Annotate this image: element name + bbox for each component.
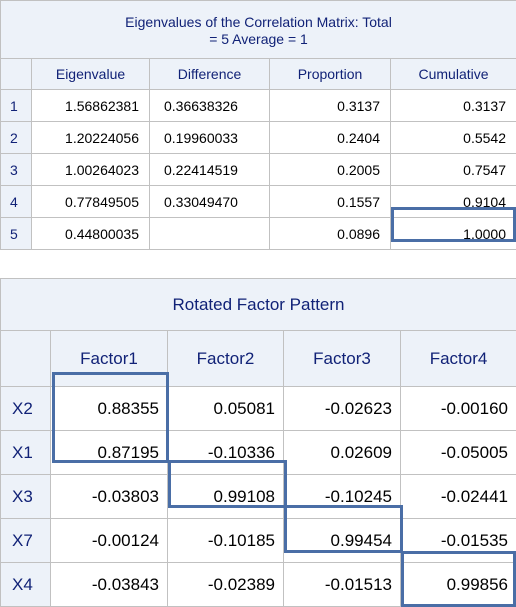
table-row: X1 0.87195 -0.10336 0.02609 -0.05005 — [0, 430, 516, 475]
table-row: 4 0.77849505 0.33049470 0.1557 0.9104 — [0, 185, 516, 218]
loading-cell: -0.02389 — [167, 562, 284, 607]
eigenvalue-cell: 1.56862381 — [31, 89, 150, 122]
loading-cell: 0.05081 — [167, 386, 284, 431]
col-header-eigenvalue: Eigenvalue — [31, 58, 150, 90]
eigenvalue-cell: 0.44800035 — [31, 217, 150, 250]
table-row: X2 0.88355 0.05081 -0.02623 -0.00160 — [0, 386, 516, 431]
variable-label: X3 — [0, 474, 51, 519]
variable-label: X1 — [0, 430, 51, 475]
loading-cell: -0.00160 — [399, 386, 516, 431]
table-row: X4 -0.03843 -0.02389 -0.01513 0.99856 — [0, 562, 516, 607]
cumulative-cell: 1.0000 — [390, 217, 516, 250]
eigenvalue-cell: 1.00264023 — [31, 153, 150, 186]
loading-cell: 0.99108 — [167, 474, 284, 519]
variable-label: X4 — [0, 562, 51, 607]
table-row: 3 1.00264023 0.22414519 0.2005 0.7547 — [0, 153, 516, 186]
loading-cell: -0.03803 — [50, 474, 168, 519]
col-header-factor1: Factor1 — [50, 330, 168, 387]
difference-cell: 0.36638326 — [149, 89, 270, 122]
col-header-proportion: Proportion — [269, 58, 391, 90]
proportion-cell: 0.2404 — [269, 121, 391, 154]
proportion-cell: 0.3137 — [269, 89, 391, 122]
variable-label: X2 — [0, 386, 51, 431]
loading-cell: -0.10245 — [283, 474, 401, 519]
loading-cell: -0.01535 — [399, 518, 516, 563]
eigenvalue-title-line2: = 5 Average = 1 — [209, 30, 308, 47]
loading-cell: -0.10336 — [167, 430, 284, 475]
eigenvalue-title-line1: Eigenvalues of the Correlation Matrix: T… — [125, 13, 392, 30]
table-row: 1 1.56862381 0.36638326 0.3137 0.3137 — [0, 89, 516, 122]
cumulative-cell: 0.3137 — [390, 89, 516, 122]
col-header-difference: Difference — [149, 58, 270, 90]
col-header-factor2: Factor2 — [167, 330, 284, 387]
loading-cell: -0.01513 — [283, 562, 401, 607]
loading-cell: 0.88355 — [50, 386, 168, 431]
difference-cell: 0.33049470 — [149, 185, 270, 218]
loading-cell: 0.87195 — [50, 430, 168, 475]
loading-cell: -0.05005 — [399, 430, 516, 475]
rotated-table-title: Rotated Factor Pattern — [0, 278, 516, 331]
col-header-factor3: Factor3 — [283, 330, 401, 387]
cumulative-cell: 0.5542 — [390, 121, 516, 154]
eigenvalue-cell: 0.77849505 — [31, 185, 150, 218]
col-header-factor4: Factor4 — [399, 330, 516, 387]
cumulative-cell: 0.9104 — [390, 185, 516, 218]
table-row: X3 -0.03803 0.99108 -0.10245 -0.02441 — [0, 474, 516, 519]
row-number: 4 — [0, 185, 32, 218]
loading-cell: 0.99454 — [283, 518, 401, 563]
loading-cell: -0.02623 — [283, 386, 401, 431]
row-number: 2 — [0, 121, 32, 154]
loading-cell: -0.03843 — [50, 562, 168, 607]
difference-cell — [149, 217, 270, 250]
proportion-cell: 0.2005 — [269, 153, 391, 186]
row-number: 3 — [0, 153, 32, 186]
rotated-corner-cell — [0, 330, 51, 387]
difference-cell: 0.19960033 — [149, 121, 270, 154]
row-number: 5 — [0, 217, 32, 250]
eigenvalue-table-title: Eigenvalues of the Correlation Matrix: T… — [0, 0, 516, 59]
loading-cell: -0.10185 — [167, 518, 284, 563]
variable-label: X7 — [0, 518, 51, 563]
loading-cell: 0.02609 — [283, 430, 401, 475]
proportion-cell: 0.0896 — [269, 217, 391, 250]
col-header-cumulative: Cumulative — [390, 58, 516, 90]
table-row: 5 0.44800035 0.0896 1.0000 — [0, 217, 516, 250]
cumulative-cell: 0.7547 — [390, 153, 516, 186]
difference-cell: 0.22414519 — [149, 153, 270, 186]
loading-cell: -0.00124 — [50, 518, 168, 563]
loading-cell: -0.02441 — [399, 474, 516, 519]
proportion-cell: 0.1557 — [269, 185, 391, 218]
table-row: 2 1.20224056 0.19960033 0.2404 0.5542 — [0, 121, 516, 154]
eigenvalue-corner-cell — [0, 58, 32, 90]
row-number: 1 — [0, 89, 32, 122]
eigenvalue-table: Eigenvalues of the Correlation Matrix: T… — [0, 0, 516, 250]
eigenvalue-cell: 1.20224056 — [31, 121, 150, 154]
table-row: X7 -0.00124 -0.10185 0.99454 -0.01535 — [0, 518, 516, 563]
loading-cell: 0.99856 — [399, 562, 516, 607]
rotated-factor-table: Rotated Factor Pattern Factor1 Factor2 F… — [0, 278, 516, 607]
